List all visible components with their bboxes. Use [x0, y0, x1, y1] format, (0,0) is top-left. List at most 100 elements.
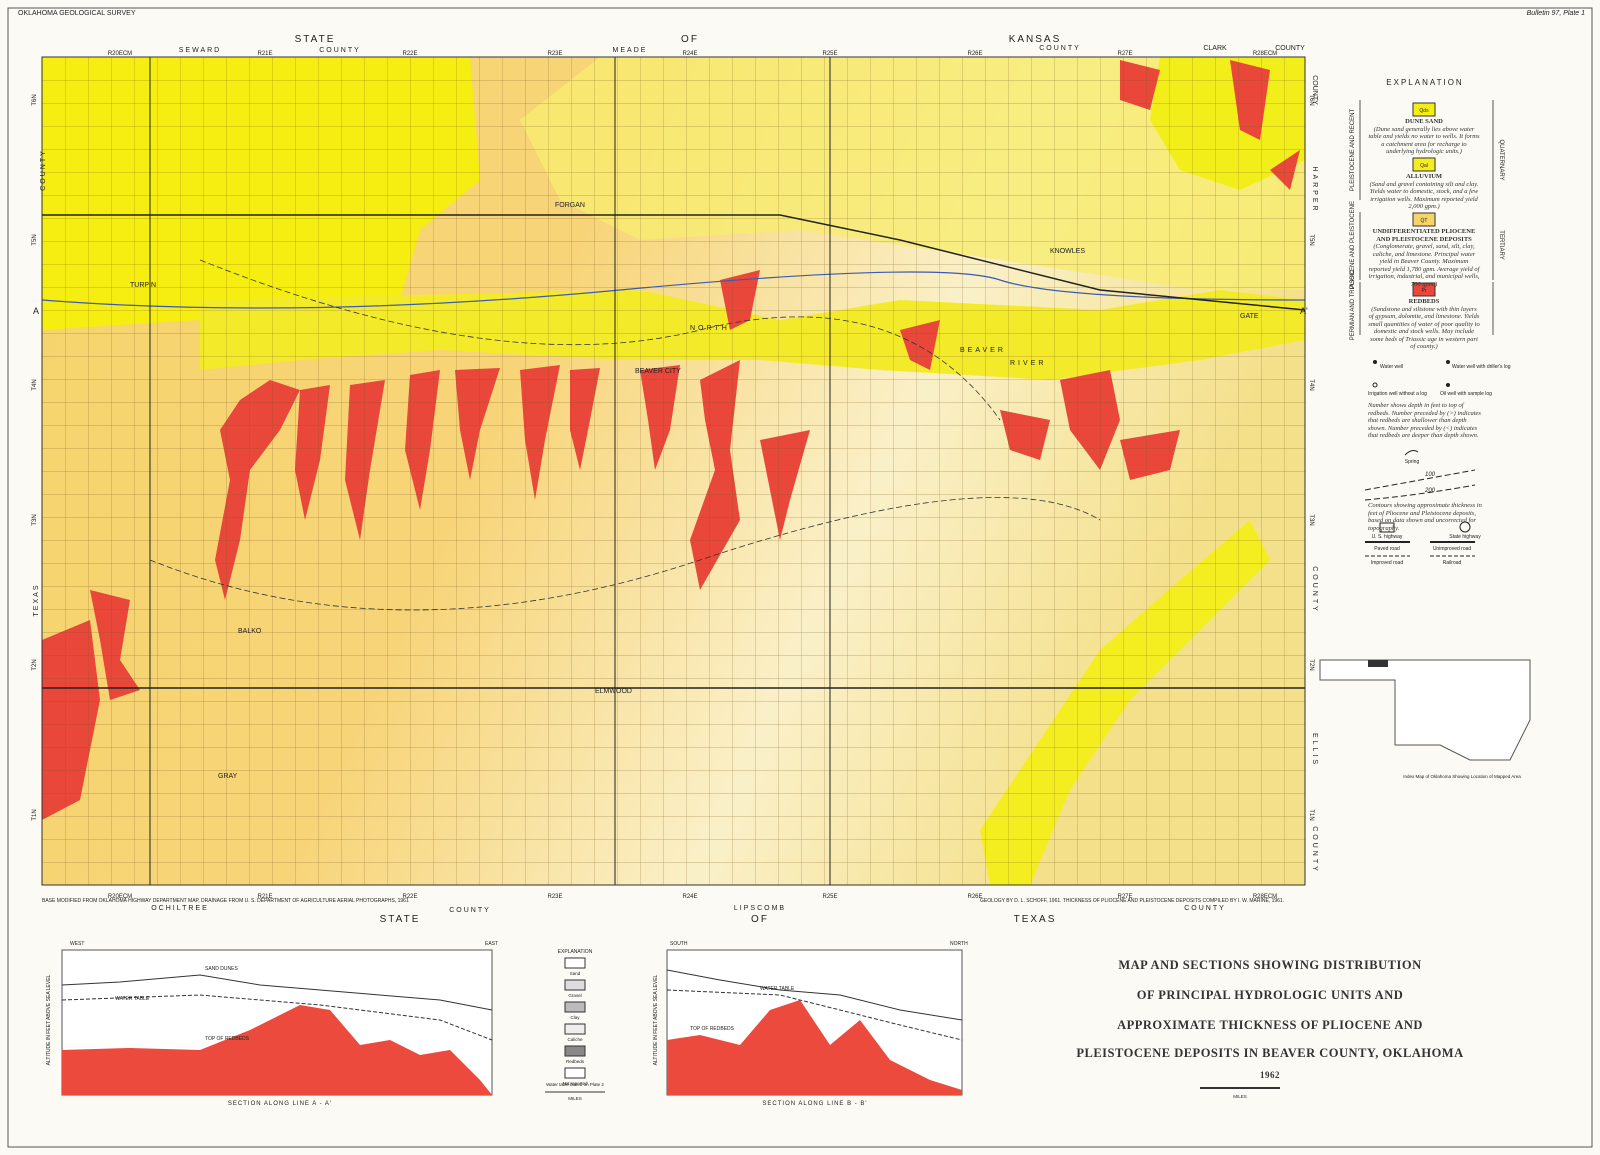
symbol-label: Paved road: [1374, 546, 1400, 552]
range-label: R24E: [682, 51, 697, 57]
contour: [149, 259, 1101, 611]
index-map-location: [1368, 660, 1388, 667]
range-label: R21E: [257, 51, 272, 57]
symbol-label: Irrigation well without a log: [1368, 391, 1427, 397]
section-legend-label: Redbeds: [566, 1059, 585, 1064]
water-table: [61, 994, 493, 1041]
range-label: R20ECM: [108, 894, 132, 900]
section-a: [61, 949, 493, 1096]
header-right: Bulletin 97, Plate 1: [1527, 10, 1585, 17]
border-label: COUNTY: [1311, 826, 1318, 874]
land-surface: [61, 974, 493, 1011]
unit-desc: DUNE SAND (Dune sand generally lies above…: [1368, 118, 1480, 156]
range-label: R20ECM: [108, 51, 132, 57]
contour-note: Contours showing approximate thickness i…: [1368, 502, 1482, 532]
unit-desc: UNDIFFERENTIATED PLIOCENE AND PLEISTOCEN…: [1368, 228, 1480, 288]
town: BALKO: [238, 628, 262, 635]
section-label: WEST: [70, 941, 84, 947]
redbeds-profile: [667, 1000, 962, 1095]
water-table: [666, 989, 963, 1041]
section-label: WATER TABLE: [760, 986, 795, 992]
symbol: [1446, 383, 1450, 387]
symbol: [1404, 450, 1419, 456]
scale-label: MILES: [1233, 1094, 1247, 1099]
range-label: R26E: [967, 51, 982, 57]
title-line: PLEISTOCENE DEPOSITS IN BEAVER COUNTY, O…: [1076, 1046, 1464, 1060]
unit-symbol: Qal: [1420, 163, 1428, 169]
legend-swatch: [1412, 157, 1436, 172]
map-frame: [41, 56, 1306, 886]
section-label: TOP OF REDBEDS: [690, 1026, 735, 1032]
symbol-label: State highway: [1449, 534, 1481, 540]
range-label: R23E: [547, 894, 562, 900]
border-label: ELLIS: [1311, 733, 1318, 767]
section-legend-label: Sand: [570, 971, 581, 976]
section-label: TOP OF REDBEDS: [205, 1036, 250, 1042]
age-label: PLIOCENE AND PLEISTOCENE: [1350, 201, 1356, 289]
border-label: COUNTY: [40, 149, 47, 191]
legend-boxes: [1359, 100, 1494, 335]
index-caption: Index Map of Oklahoma Showing Location o…: [1403, 774, 1521, 779]
depth-note: Number shows depth in feet to top of red…: [1368, 402, 1481, 439]
section-caption: SECTION ALONG LINE A - A': [228, 1101, 332, 1107]
township-label: T4N: [32, 379, 38, 390]
credit: BASE MODIFIED FROM OKLAHOMA HIGHWAY DEPA…: [42, 898, 409, 904]
river: [42, 271, 1305, 309]
border-label: OF: [751, 914, 769, 925]
unit-desc: REDBEDS (Sandstone and siltstone with thi…: [1368, 298, 1480, 351]
town: BEAVER CITY: [635, 368, 681, 375]
plate-border: [7, 7, 1593, 1148]
section-legend-label: Gravel: [568, 993, 581, 998]
range-label: R22E: [402, 51, 417, 57]
symbol-label: Water well: [1380, 364, 1403, 370]
symbol-legend: [1364, 360, 1476, 557]
range-label: R23E: [547, 51, 562, 57]
township-label: T2N: [1308, 659, 1314, 670]
section-label: EAST: [485, 941, 498, 947]
range-label: R25E: [822, 51, 837, 57]
town: GATE: [1240, 313, 1259, 320]
symbol: [1364, 469, 1476, 501]
symbol-label: 200: [1424, 488, 1436, 494]
border-label: OF: [681, 34, 699, 45]
border-label: COUNTY: [1311, 566, 1318, 614]
scale-label: MILES: [568, 1096, 582, 1101]
unit-symbol: QT: [1421, 218, 1428, 224]
swatch: [564, 1067, 586, 1079]
township-label: T5N: [1308, 234, 1314, 245]
border-label: LIPSCOMB: [734, 905, 786, 912]
symbol: [1372, 382, 1378, 388]
river-label: BEAVER: [960, 347, 1006, 354]
age-label: PLEISTOCENE AND RECENT: [1350, 109, 1356, 192]
township-label: T1N: [1308, 809, 1314, 820]
border-label: TEXAS: [33, 584, 40, 617]
township-label: T3N: [32, 514, 38, 525]
unit-name: REDBEDS: [1408, 298, 1440, 305]
section-legend-label: Clay: [570, 1015, 580, 1020]
section-legend-label: Caliche: [567, 1037, 583, 1042]
border-label: STATE: [295, 34, 336, 45]
title-line: APPROXIMATE THICKNESS OF PLIOCENE AND: [1117, 1018, 1423, 1032]
unit-symbol: Pr: [1422, 288, 1427, 294]
title-year: 1962: [1260, 1070, 1280, 1080]
legend-swatch: [1412, 282, 1436, 297]
symbol-label: Unimproved road: [1433, 546, 1472, 552]
border-label: SEWARD: [179, 47, 221, 54]
range-label: R28ECM: [1253, 894, 1277, 900]
town: TURPIN: [130, 282, 156, 289]
border-label: OCHILTREE: [151, 905, 209, 912]
section-label: NORTH: [950, 941, 968, 947]
range-label: R27E: [1117, 51, 1132, 57]
symbol-label: Spring: [1405, 459, 1420, 465]
title-line: OF PRINCIPAL HYDROLOGIC UNITS AND: [1136, 988, 1404, 1002]
river-label: NORTH: [690, 325, 730, 332]
border-label: COUNTY: [1275, 45, 1305, 52]
section-label: SOUTH: [670, 941, 688, 947]
section-note: Water table based on Plate 2: [546, 1082, 604, 1087]
unit-name: ALLUVIUM: [1405, 173, 1443, 180]
symbol: [1459, 521, 1471, 533]
town: KNOWLES: [1050, 248, 1085, 255]
redbeds-profile: [62, 1005, 492, 1095]
